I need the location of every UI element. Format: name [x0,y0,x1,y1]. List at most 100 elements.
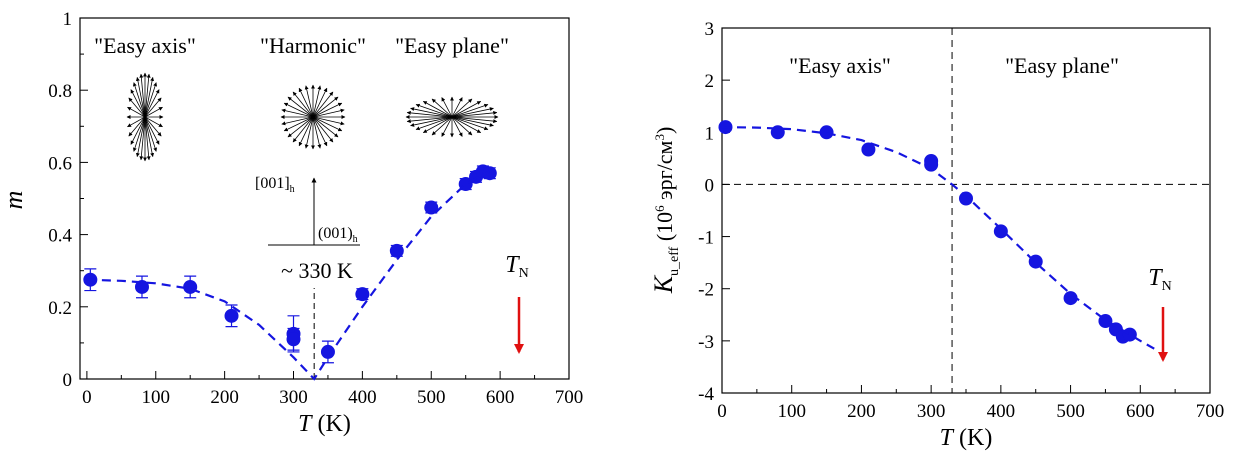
text-part: h [290,184,295,195]
spin-spoke [127,106,146,118]
text-part: h [353,234,358,245]
spin-spoke [287,116,314,138]
data-point [861,142,876,157]
y-tick-label: -4 [698,384,714,405]
spin-spoke [312,87,328,118]
spin-spoke [144,116,151,161]
spin-spoke [451,116,482,133]
y-tick-label: -3 [698,332,714,353]
spin-spoke [292,91,314,118]
y-tick-label: 0 [705,175,715,196]
data-point [959,191,973,206]
text-part: ) [652,127,677,134]
data-point [355,287,370,302]
spin-spoke [312,108,345,118]
data-point [224,308,239,323]
y-tick-label: 0 [63,370,73,391]
x-tick-label: 600 [486,387,515,408]
spin-spoke [312,85,322,118]
spin-spoke [410,107,453,118]
spin-spoke [132,82,146,118]
y-tick-label: 0.4 [48,226,72,247]
x-tick-label: 100 [777,401,806,422]
spin-spoke [451,101,482,118]
annotation: "Easy plane" [395,33,509,58]
y-tick-label: -1 [698,228,714,249]
text-part: u_eff [667,246,682,276]
spin-spoke [406,110,453,118]
spin-spoke [287,96,314,118]
spin-spoke [431,98,453,118]
data-point [1122,327,1137,342]
spin-spoke [312,116,343,132]
annotation: "Easy plane" [1005,53,1119,78]
x-tick-label: 0 [717,401,727,422]
spin-spoke [422,116,453,133]
spin-spoke [415,116,453,131]
annotation: "Easy axis" [789,53,891,78]
spin-spoke [415,103,453,118]
spin-spoke [451,110,498,118]
y-tick-label: 0.8 [48,81,72,102]
spin-spoke [132,116,146,152]
x-tick-label: 400 [348,387,377,408]
spin-spoke [128,116,146,137]
spin-spoke [431,116,453,136]
spin-spoke [304,116,314,149]
spin-spoke [281,108,314,118]
plot-frame [79,17,570,380]
spin-spoke [312,91,334,118]
text-part: 3 [652,134,667,141]
spin-spoke [135,76,146,118]
y-tick-label: 2 [705,71,715,92]
spin-spoke [139,116,146,161]
annotation: "Easy axis" [94,33,196,58]
x-tick-label: 0 [82,387,92,408]
tn-label: TN [1148,265,1171,294]
text-part: T [298,411,313,437]
spin-spoke [312,96,339,118]
text-part: (001) [318,225,353,242]
spin-spoke [144,116,163,128]
spin-spoke [304,85,314,118]
spin-spoke [144,73,151,118]
tn-label: TN [505,252,528,281]
spin-spoke [144,116,158,152]
text-part: (10 [652,212,677,247]
spin-spoke [312,116,339,138]
data-point [424,200,439,215]
spin-spoke [312,116,328,147]
spin-spoke [451,116,463,137]
spin-spoke [144,89,160,118]
x-axis-label: T (K) [298,411,351,437]
data-point [1063,291,1078,306]
spin-spoke [283,116,314,132]
spin-spoke [406,116,453,124]
data-point [286,332,301,347]
y-axis-label: m [0,191,28,210]
y-tick-label: 0.2 [48,298,72,319]
data-point [389,243,404,258]
direction-label: [001]h [255,175,295,195]
spin-spoke [441,97,453,118]
x-tick-label: 100 [142,387,171,408]
spin-spoke [312,102,343,118]
spin-spoke [139,73,146,118]
x-tick-label: 200 [210,387,239,408]
x-axis-label: T (K) [940,425,993,451]
plane-label: (001)h [318,225,358,245]
spin-spoke [130,116,146,145]
spin-spoke [422,101,453,118]
x-tick-label: 600 [1126,401,1155,422]
x-tick-label: 700 [555,387,584,408]
text-part: T [1148,265,1163,291]
x-tick-label: 700 [1196,401,1225,422]
y-tick-label: 1 [63,9,73,30]
data-point [819,125,834,140]
text-part: эрг/см [652,140,677,205]
text-part: [001] [255,175,290,192]
fit-curve [721,125,1155,350]
y-axis-label: Ku_eff (106 эрг/см3) [649,127,682,295]
x-tick-label: 300 [279,387,308,408]
spin-spoke [451,103,489,118]
